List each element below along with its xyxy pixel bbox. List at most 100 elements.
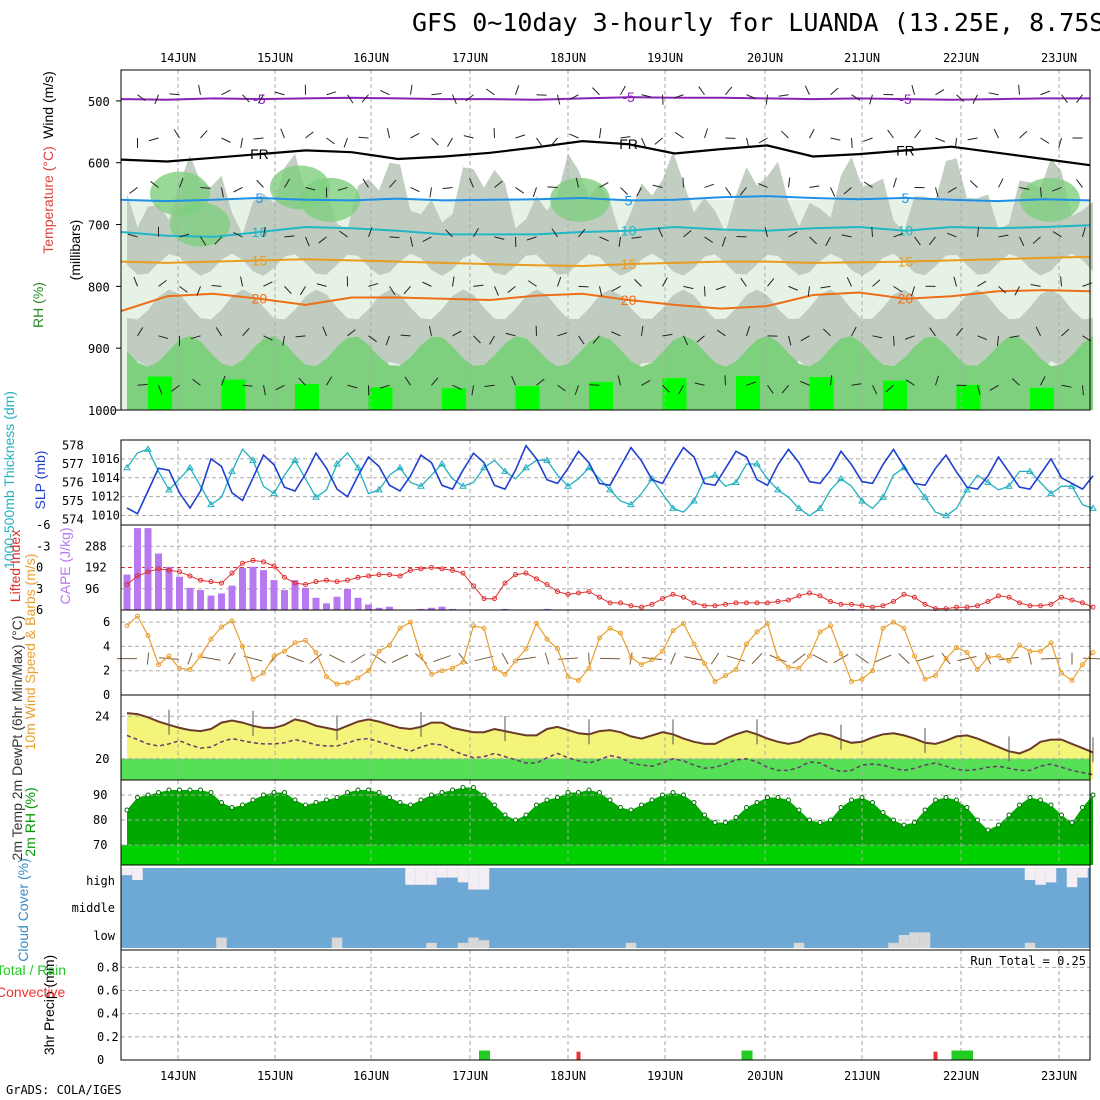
precip-rain-bar [741,1050,753,1060]
wind-barb [358,136,369,139]
isotherm-label: FR [250,146,269,162]
ylabel-2m-temp: 2m Temp 2m DewPt (6hr Min/Max) (°C) [9,616,25,861]
wind-marker [324,674,329,680]
wind-barb-10m [629,652,633,665]
thickness-marker [795,504,803,511]
wind-barb [515,134,526,139]
rh2m-marker [660,792,665,798]
pressure-tick: 800 [88,280,110,294]
cloud-row-middle [121,892,1090,922]
wind-barb [379,384,390,389]
wind-marker [775,656,781,662]
wind-barb [507,285,516,294]
isotherm-label: 5 [256,190,264,206]
wind-barb-10m [350,653,366,664]
wind-barb [442,186,453,190]
wind-barb [410,84,413,95]
rh2m-marker [597,790,602,795]
wind-barb [611,331,621,337]
cape-bar [438,606,446,610]
wind-barb [704,128,709,139]
li-marker [303,582,308,587]
wind-barb [447,137,453,147]
thickness-tick: 574 [62,512,84,526]
wind-marker [964,650,970,655]
rh2m-marker [324,797,329,803]
wind-barb [977,226,980,237]
wind-marker [838,651,844,657]
wind-barb [1040,137,1050,144]
wind-barb [489,335,495,345]
thickness-marker [543,456,551,463]
thickness-marker [879,493,887,500]
li-marker [282,574,287,580]
wind-barb [422,236,432,243]
wind-barb [410,236,414,247]
wind-barb [893,233,904,238]
ylabel-precip: 3hr Precip (mm) [41,955,57,1055]
rh2m-marker [282,790,287,795]
wind-barb [872,279,881,287]
wind-barb [716,329,726,337]
cape-bar [123,574,131,610]
li-marker [544,582,550,587]
li-marker [387,572,392,578]
wind-barb [257,94,264,104]
wind-barb [557,94,561,105]
rh2m-marker [145,792,151,798]
thickness-marker [900,463,908,471]
li-marker [807,590,812,596]
wind-marker [513,658,518,664]
wind-barb [362,178,369,188]
wind-barb [233,187,243,193]
wind-barb [386,128,390,139]
wind-marker [460,659,466,665]
wind-barb [486,88,495,96]
rh2m-marker [912,820,917,825]
wind-barb [1030,283,1041,287]
li-marker [817,593,823,599]
li-marker [649,601,655,607]
cloud-high-gap [447,868,458,878]
wind-barb [914,236,921,246]
cape-bar [312,597,320,610]
wind-marker [765,620,770,626]
wind-marker [1048,640,1054,646]
li-marker [145,569,151,575]
precip-rain-bar [962,1050,973,1060]
rh2m-marker [649,797,655,803]
wind-panel-frame [120,609,1091,696]
wind-barb [403,286,411,295]
wind-barb [1082,385,1084,396]
wind-barb [221,375,226,386]
wind-marker [387,642,392,648]
rh2m-marker [1059,812,1064,818]
wind-barb [636,187,642,197]
cape-bar [848,608,855,610]
rh2m-marker [313,800,319,805]
cape-tick: 192 [85,561,107,575]
wind-marker [471,623,476,629]
li-marker [744,600,749,606]
wind-barb [841,234,852,238]
date-label-bottom: 15JUN [257,1069,293,1083]
thickness-marker [1068,482,1076,489]
cloud-low-bar [1024,942,1036,948]
wind-barb-10m [501,652,509,665]
isotherm-label: 10 [621,223,637,239]
ylabel-cloud-cover: Cloud Cover (%) [15,858,31,961]
rh2m-marker [954,797,959,803]
wind-barb [305,186,316,191]
wind-barb [641,94,652,98]
wind-marker [649,657,655,663]
li-marker [187,573,193,579]
cloud-low-bar [468,937,479,948]
wind-barb [788,177,791,188]
cape-bar [260,570,267,610]
wind-barb [739,187,747,196]
wind-marker [859,676,865,682]
cape-bar [207,595,215,610]
wind-barb [758,137,768,144]
wind-barb [1076,179,1083,188]
li-marker [313,579,319,585]
